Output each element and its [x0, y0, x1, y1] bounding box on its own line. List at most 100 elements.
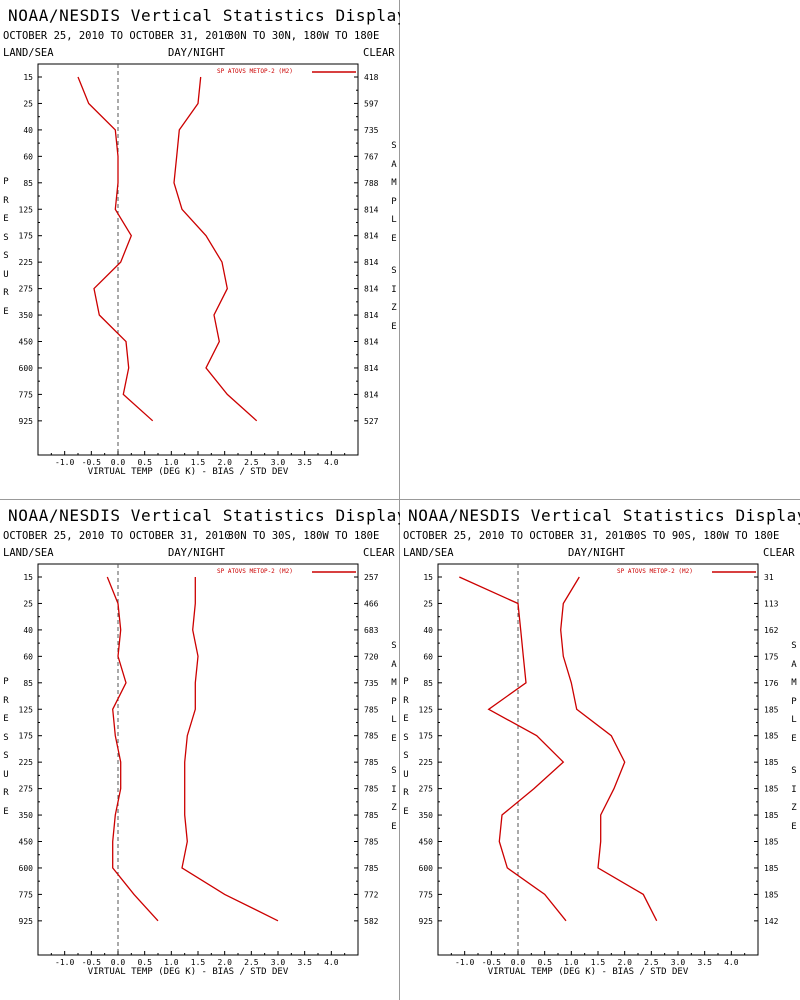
pressure-level-label: 40 — [423, 626, 433, 635]
sample-size-label: 814 — [364, 338, 379, 347]
pressure-level-label: 600 — [19, 864, 34, 873]
sample-size-label: 597 — [364, 99, 379, 108]
sample-size-label: 785 — [364, 705, 379, 714]
date-range-text: OCTOBER 25, 2010 TO OCTOBER 31, 2010 — [3, 530, 231, 542]
pressure-level-label: 85 — [23, 179, 33, 188]
pressure-level-label: 60 — [23, 652, 33, 661]
vertical-letter: E — [403, 806, 409, 817]
sample-size-label: 735 — [364, 126, 379, 135]
pressure-level-label: 175 — [19, 232, 34, 241]
day-night-label: DAY/NIGHT — [168, 547, 225, 559]
vertical-letter: M — [391, 178, 397, 188]
std-dev-series-line — [181, 577, 279, 922]
vertical-letter: R — [3, 195, 9, 206]
vertical-letter: S — [3, 251, 9, 261]
vertical-letter: A — [391, 159, 397, 170]
vertical-letter: M — [791, 678, 797, 688]
vertical-letter: P — [3, 677, 9, 687]
sample-size-label: 257 — [364, 573, 379, 582]
x-tick-label: -0.5 — [82, 958, 101, 967]
x-tick-label: 1.0 — [564, 958, 579, 967]
vertical-letter: P — [403, 677, 409, 687]
vertical-letter: R — [3, 695, 9, 706]
pressure-level-label: 85 — [23, 679, 33, 688]
x-tick-label: 3.0 — [271, 458, 286, 467]
vertical-divider — [399, 0, 400, 1000]
sample-size-label: 767 — [364, 152, 379, 161]
x-tick-label: 3.5 — [697, 958, 712, 967]
sample-size-label: 418 — [364, 73, 379, 82]
pressure-level-label: 125 — [419, 705, 434, 714]
pressure-level-label: 175 — [19, 732, 34, 741]
pressure-level-label: 775 — [419, 890, 434, 899]
chart-svg: -1.0 -0.5 0.0 0.5 1.0 1.5 2.0 2.5 3.0 3.5 4.0 VIRTU… — [419, 563, 779, 977]
vertical-letter: P — [791, 696, 797, 707]
pressure-level-label: 600 — [419, 864, 434, 873]
vertical-letter: L — [391, 715, 397, 725]
vertical-letter: R — [3, 788, 9, 798]
vertical-letter: S — [403, 732, 409, 743]
vertical-letter: S — [791, 766, 797, 776]
land-sea-label: LAND/SEA — [3, 47, 54, 59]
x-tick-label: 2.5 — [244, 958, 259, 967]
x-tick-label: -0.5 — [82, 458, 101, 467]
x-tick-label: 2.0 — [617, 958, 632, 967]
sample-size-label: 785 — [364, 838, 379, 847]
x-tick-label: 2.0 — [217, 958, 232, 967]
pressure-level-label: 225 — [419, 758, 434, 767]
x-axis-label: VIRTUAL TEMP (DEG K) - BIAS / STD DEV — [88, 967, 289, 977]
vertical-letter: A — [791, 659, 797, 670]
sample-size-label: 582 — [364, 917, 379, 926]
vertical-letter: E — [403, 714, 409, 724]
date-range: OCTOBER 25, 2010 TO OCTOBER 31, 201030N … — [3, 30, 379, 42]
pressure-level-label: 275 — [19, 785, 34, 794]
vertical-letter: S — [791, 641, 797, 651]
chart-svg: -1.0 -0.5 0.0 0.5 1.0 1.5 2.0 2.5 3.0 3.5 4.0 VIRTU… — [19, 563, 379, 977]
pressure-level-label: 350 — [19, 811, 34, 820]
chart-panel-tropics-south: NOAA/NESDIS Vertical Statistics Display … — [0, 500, 400, 1000]
pressure-level-label: 275 — [19, 285, 34, 294]
sample-size-label: 814 — [364, 285, 379, 294]
x-tick-label: -1.0 — [55, 958, 74, 967]
sample-size-label: 814 — [364, 364, 379, 373]
pressure-level-label: 40 — [23, 626, 33, 635]
x-tick-label: 2.5 — [644, 958, 659, 967]
sample-size-label: 814 — [364, 232, 379, 241]
vertical-letter: S — [3, 732, 9, 743]
region-text: 30N TO 30N, 180W TO 180E — [227, 30, 380, 42]
sample-size-label: 113 — [764, 599, 779, 608]
pressure-level-label: 25 — [423, 599, 433, 608]
vertical-letter: Z — [391, 303, 397, 313]
pressure-level-label: 125 — [19, 205, 34, 214]
vertical-letter: Z — [391, 803, 397, 813]
sample-size-label: 185 — [764, 785, 779, 794]
sample-size-label: 185 — [764, 838, 779, 847]
chart-panel-tropics-north: NOAA/NESDIS Vertical Statistics Display … — [0, 0, 400, 500]
sample-size-label: 31 — [764, 573, 774, 582]
pressure-level-label: 125 — [19, 705, 34, 714]
clear-label: CLEAR — [363, 47, 395, 59]
vertical-letter: E — [791, 821, 797, 832]
sample-size-label: 185 — [764, 864, 779, 873]
vertical-letter: I — [391, 784, 397, 795]
date-range-text: OCTOBER 25, 2010 TO OCTOBER 31, 2010 — [3, 30, 231, 42]
sample-size-label: 788 — [364, 179, 379, 188]
pressure-level-label: 925 — [19, 417, 34, 426]
sample-size-label: 176 — [764, 679, 779, 688]
pressure-level-label: 40 — [23, 126, 33, 135]
land-sea-label: LAND/SEA — [3, 547, 54, 559]
vertical-letter: R — [403, 695, 409, 706]
x-tick-label: 0.5 — [137, 458, 152, 467]
vertical-letter: U — [3, 269, 9, 280]
pressure-level-label: 350 — [19, 311, 34, 320]
sample-size-label: 527 — [364, 417, 379, 426]
pressure-level-label: 450 — [19, 338, 34, 347]
sample-size-label: 785 — [364, 864, 379, 873]
pressure-level-label: 775 — [19, 390, 34, 399]
